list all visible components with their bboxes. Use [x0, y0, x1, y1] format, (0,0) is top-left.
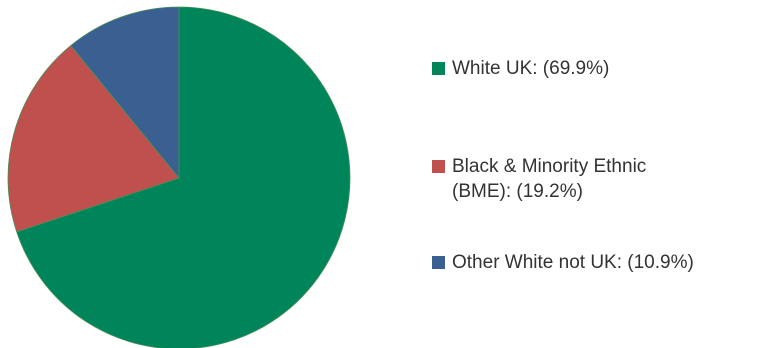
legend-item-other-white: Other White not UK: (10.9%) — [432, 250, 694, 275]
legend-swatch-white-uk — [432, 62, 445, 75]
legend-label-white-uk: White UK: (69.9%) — [452, 58, 610, 79]
legend-item-bme: Black & Minority Ethnic (BME): (19.2%) — [432, 154, 646, 204]
pie-slice-bme — [7, 44, 180, 233]
legend-item-white-uk: White UK: (69.9%) — [432, 56, 609, 81]
legend-swatch-bme — [432, 160, 445, 173]
legend-swatch-other-white — [432, 256, 445, 269]
pie-slice-other-white — [70, 6, 180, 180]
legend-label-other-white: Other White not UK: (10.9%) — [452, 252, 694, 273]
legend-label-bme: Black & Minority Ethnic (BME): (19.2%) — [452, 156, 647, 202]
pie-slice-white-uk — [16, 6, 351, 348]
pie-plot — [7, 6, 351, 348]
legend: White UK: (69.9%) Black & Minority Ethni… — [432, 0, 762, 348]
